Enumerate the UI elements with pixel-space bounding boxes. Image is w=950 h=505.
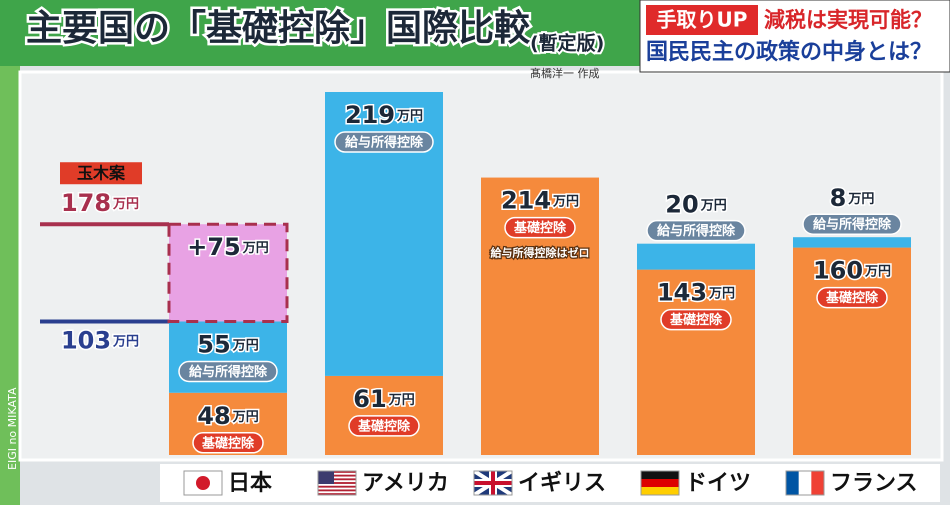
- value-unit: 万円: [242, 241, 269, 256]
- series-pill: [646, 219, 746, 242]
- value-unit: 万円: [112, 334, 139, 349]
- series-label: 給与所得控除: [813, 217, 892, 233]
- flag-part: [318, 471, 356, 473]
- value-number: 219: [345, 101, 395, 129]
- series-pill: [348, 415, 420, 437]
- flag-part: [474, 481, 512, 485]
- value-unit: 万円: [700, 198, 727, 213]
- flag-part: [318, 493, 356, 495]
- x-tick-label: フランス: [830, 471, 918, 496]
- banner-headline: 減税は実現可能？: [764, 8, 932, 32]
- value-number: 160: [813, 257, 863, 285]
- value-number: 143: [657, 279, 707, 307]
- value-number: 20: [665, 191, 698, 219]
- flag-border: [473, 470, 513, 496]
- value-number: 8: [830, 184, 847, 212]
- value-number: 55: [197, 330, 230, 358]
- value-unit: 万円: [847, 192, 874, 207]
- value-unit: 万円: [232, 338, 259, 353]
- value-number: 178: [61, 189, 111, 217]
- value-number: +75: [187, 233, 241, 261]
- annotation: 給与所得控除はゼロ: [491, 246, 590, 260]
- series-label: 基礎控除: [201, 435, 255, 451]
- value-unit: 万円: [552, 194, 579, 209]
- bar-segment: [637, 269, 755, 455]
- value-number: 61: [353, 385, 386, 413]
- x-tick-label: アメリカ: [362, 471, 449, 496]
- banner-subline: 国民民主の政策の中身とは？: [646, 39, 932, 65]
- value-number: 48: [197, 402, 230, 430]
- bar-segment: [793, 237, 911, 248]
- flag-part: [318, 471, 334, 484]
- series-label: 基礎控除: [825, 290, 879, 306]
- flag-part: [196, 476, 210, 490]
- value-unit: 万円: [112, 197, 139, 212]
- banner-tag: 手取りUP: [657, 8, 748, 32]
- flag-part: [318, 474, 356, 477]
- series-label: 給与所得控除: [345, 135, 424, 151]
- credit: 髙橋洋一 作成: [530, 66, 600, 80]
- flag-part: [641, 479, 679, 487]
- reference-label: 103 万円: [61, 326, 139, 354]
- flag-part: [641, 487, 679, 495]
- value-label: 61 万円: [353, 385, 414, 413]
- side-text: EIGI no MIKATA: [6, 387, 19, 470]
- flag-border: [785, 470, 825, 496]
- value-unit: 万円: [388, 392, 415, 407]
- series-pill: [816, 286, 888, 309]
- value-number: 103: [61, 326, 111, 354]
- value-number: 214: [501, 187, 551, 215]
- x-tick-label: ドイツ: [685, 471, 751, 496]
- x-tick-label: イギリス: [518, 471, 606, 496]
- value-unit: 万円: [232, 409, 259, 424]
- series-label: 給与所得控除: [189, 364, 268, 380]
- series-label: 基礎控除: [513, 220, 567, 236]
- series-pill: [504, 216, 576, 239]
- value-label: 143 万円: [657, 279, 735, 307]
- side-strip: [0, 66, 20, 505]
- value-label: 48 万円: [197, 402, 258, 430]
- flag-part: [641, 471, 679, 479]
- bar-segment: [167, 222, 289, 323]
- value-label: 214 万円: [501, 187, 579, 215]
- reference-tag: 玉木案: [77, 164, 126, 183]
- value-label: +75 万円: [187, 233, 269, 261]
- series-pill: [178, 360, 278, 383]
- banner-tag-box: [646, 5, 758, 35]
- series-pill: [192, 432, 264, 454]
- value-unit: 万円: [708, 286, 735, 301]
- flag-part: [811, 471, 824, 495]
- series-label: 基礎控除: [669, 312, 723, 328]
- series-pill: [802, 213, 902, 235]
- value-unit: 万円: [864, 264, 891, 279]
- flag-part: [318, 489, 356, 492]
- series-label: 基礎控除: [357, 418, 411, 434]
- value-label: 219 万円: [345, 101, 423, 129]
- reference-label: 178 万円: [61, 189, 139, 217]
- flag-border: [183, 470, 223, 496]
- header-band: [0, 0, 640, 66]
- value-label: 20 万円: [665, 191, 726, 219]
- reference-tag-box: [60, 162, 142, 185]
- flag-part: [786, 471, 799, 495]
- flag-border: [317, 470, 357, 496]
- flag-part: [318, 478, 356, 481]
- series-pill: [660, 308, 732, 331]
- value-unit: 万円: [396, 109, 423, 124]
- flag-border: [640, 470, 680, 496]
- bar-segment: [793, 247, 911, 455]
- value-label: 160 万円: [813, 257, 891, 285]
- flag-part: [318, 485, 356, 488]
- title: 主要国の「基礎控除」国際比較: [26, 8, 531, 49]
- flag-part: [318, 482, 356, 484]
- x-tick-label: 日本: [228, 471, 272, 496]
- value-label: 55 万円: [197, 330, 258, 358]
- value-label: 8 万円: [830, 184, 875, 212]
- series-label: 給与所得控除: [657, 223, 736, 239]
- subtitle: (暫定版): [530, 32, 604, 55]
- bar-segment: [637, 243, 755, 270]
- series-pill: [334, 131, 434, 153]
